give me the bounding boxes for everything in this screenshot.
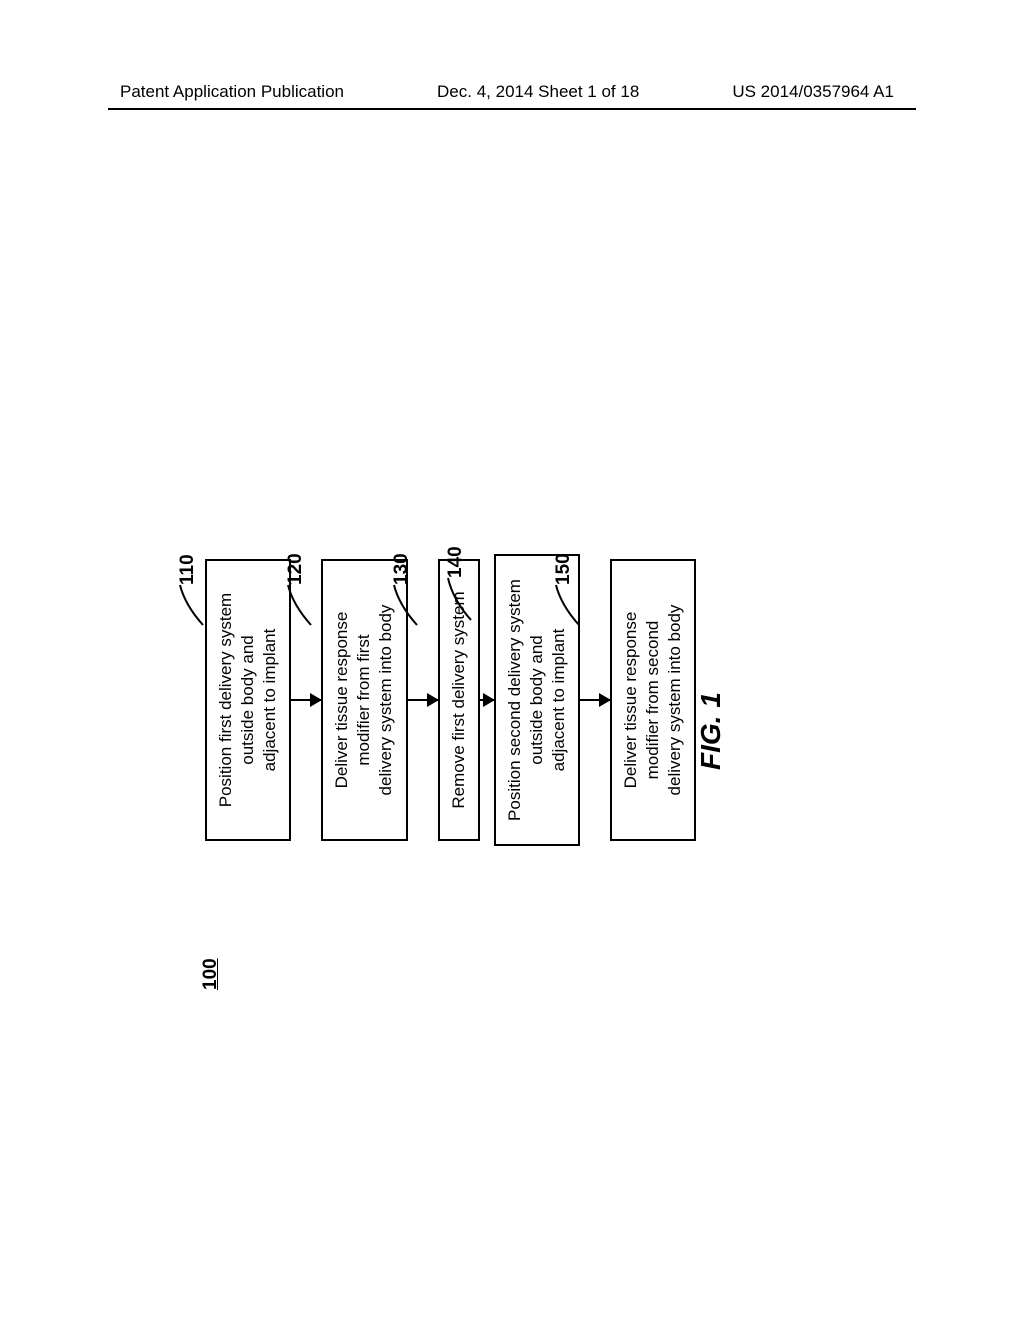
lead-lines-svg	[175, 555, 675, 635]
header-center-text: Dec. 4, 2014 Sheet 1 of 18	[437, 82, 639, 102]
page-header: Patent Application Publication Dec. 4, 2…	[0, 82, 1024, 102]
box-140-line3: adjacent to implant	[549, 629, 568, 772]
lead-130	[394, 585, 417, 625]
box-140-line2: outside body and	[527, 635, 546, 765]
box-150-line2: modifier from second	[643, 621, 662, 780]
arrow-3	[480, 699, 494, 701]
box-120-line1: Deliver tissue response	[332, 612, 351, 789]
flowchart-diagram: 100 Position first delivery system outsi…	[205, 485, 905, 915]
arrow-1	[291, 699, 321, 701]
lead-150	[556, 585, 579, 625]
arrow-2	[408, 699, 438, 701]
box-150-line1: Deliver tissue response	[621, 612, 640, 789]
box-110-line2: outside body and	[238, 635, 257, 765]
arrow-4	[580, 699, 610, 701]
figure-caption: FIG. 1	[695, 692, 727, 770]
header-divider	[108, 108, 916, 110]
lead-140	[448, 578, 471, 620]
lead-110	[180, 585, 203, 625]
flow-label-100: 100	[200, 958, 222, 990]
header-left-text: Patent Application Publication	[120, 82, 344, 102]
header-right-text: US 2014/0357964 A1	[732, 82, 894, 102]
box-120-line2: modifier from first	[354, 634, 373, 765]
flowchart-container: Position first delivery system outside b…	[205, 485, 696, 915]
box-110-line3: adjacent to implant	[260, 629, 279, 772]
lead-120	[288, 585, 311, 625]
